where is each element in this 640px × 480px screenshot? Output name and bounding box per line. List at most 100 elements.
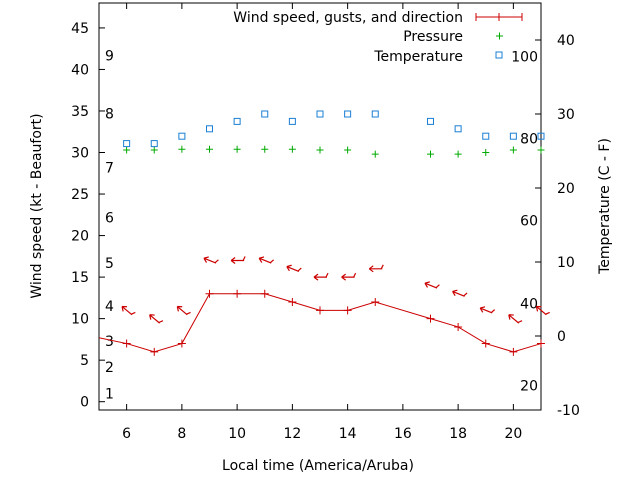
legend-wind-marker [495,13,503,21]
wind-direction-arrow [313,272,329,281]
y-left-tick-label: 35 [71,104,89,120]
wind-arrow-shape [176,305,191,316]
y-axis-right-label: Temperature (C - F) [597,138,613,275]
wind-speed-point [509,347,518,356]
x-tick-label: 10 [228,426,246,442]
temperature-point [261,110,269,118]
x-tick-label: 14 [339,426,357,442]
y-right-tick-label: -10 [557,403,580,419]
y-right-tick-label: 0 [557,329,566,345]
wind-direction-arrow [258,256,275,264]
wind-speed-point [454,322,463,331]
pressure-point [178,145,186,153]
wind-arrow-shape [452,289,468,297]
wind-arrow-shape [203,256,219,264]
legend-label-wind: Wind speed, gusts, and direction [233,10,463,26]
x-tick-label: 8 [177,426,186,442]
pressure-point [371,150,379,158]
wind-arrow-shape [424,281,440,289]
pressure-point [454,150,462,158]
legend-label-temperature: Temperature [373,49,463,65]
plot-frame [98,2,542,411]
wind-arrow-shape [313,272,329,281]
wind-direction-arrow [176,305,191,316]
wind-speed-point [260,289,269,298]
legend-key-pressure [496,32,503,40]
wind-speed-point [288,298,297,307]
wind-direction-arrow [203,256,219,264]
y-left-tick-label: 10 [71,312,89,328]
wind-direction-arrow [508,314,523,324]
temperature-point [344,110,352,118]
y-left-tick-label: 25 [71,187,89,203]
wind-speed-point [233,289,242,298]
fahrenheit-label: 60 [520,214,538,230]
beaufort-label: 5 [105,256,114,272]
wind-direction-arrow [286,264,302,272]
wind-speed-point [343,306,352,315]
wind-direction-arrow [368,264,384,273]
ticks-layer: 6 8 10 12 14 16 18 20051015202530354045-1001020… [71,3,580,442]
pressure-point [261,145,269,153]
x-tick-label: 6 [122,426,131,442]
wind-arrow-shape [258,256,275,264]
y-left-tick-label: 0 [80,395,89,411]
temperature-point [233,117,241,125]
legend-temperature-marker [495,51,503,59]
wind-speed-point [150,347,159,356]
y-left-tick-label: 20 [71,229,89,245]
wind-direction-arrow [149,314,164,324]
pressure-point [509,146,517,154]
temperature-point [316,110,324,118]
temperature-point [454,125,462,133]
beaufort-label: 2 [105,360,114,376]
temperature-point [288,117,296,125]
marks-layer [98,110,550,356]
temperature-point [206,125,213,133]
wind-speed-point [481,339,490,348]
x-tick-label: 12 [283,426,301,442]
temperature-point [178,132,186,140]
wind-speed-point [537,339,545,348]
pressure-point [150,146,158,154]
fahrenheit-label: 20 [520,379,538,395]
y-right-tick-label: 40 [557,33,575,49]
wind-arrow-shape [286,264,302,272]
beaufort-label: 7 [105,160,114,176]
pressure-point [206,145,213,153]
beaufort-label: 4 [105,299,114,315]
legend-key-wind [475,13,523,21]
pressure-point [316,146,324,154]
pressure-point [344,146,352,154]
x-tick-label: 18 [449,426,467,442]
beaufort-label: 1 [105,386,114,402]
y-left-tick-label: 45 [71,21,89,37]
pressure-point [427,150,434,158]
pressure-point [537,146,545,154]
temperature-point [509,132,517,140]
pressure-point [288,145,296,153]
wind-arrow-shape [535,305,550,316]
temperature-point [482,132,490,140]
x-tick-label: 16 [394,426,412,442]
beaufort-label: 8 [105,106,114,122]
wind-arrow-shape [479,306,496,314]
wind-direction-arrow [121,305,136,316]
wind-direction-arrow [479,306,496,314]
temperature-point [427,117,434,125]
legend-pressure-marker [496,32,503,40]
wind-speed-point [177,339,186,348]
wind-direction-arrow [230,256,246,264]
y-right-tick-label: 30 [557,107,575,123]
temperature-point [371,110,379,118]
y-left-tick-label: 15 [71,270,89,286]
beaufort-label: 9 [105,48,114,64]
wind-arrow-shape [508,314,523,324]
wind-speed-point [371,298,380,307]
x-axis-label: Local time (America/Aruba) [222,458,414,474]
beaufort-label: 6 [105,210,114,226]
wind-arrow-shape [121,305,136,316]
temperature-point [537,132,545,140]
y-left-tick-label: 30 [71,146,89,162]
